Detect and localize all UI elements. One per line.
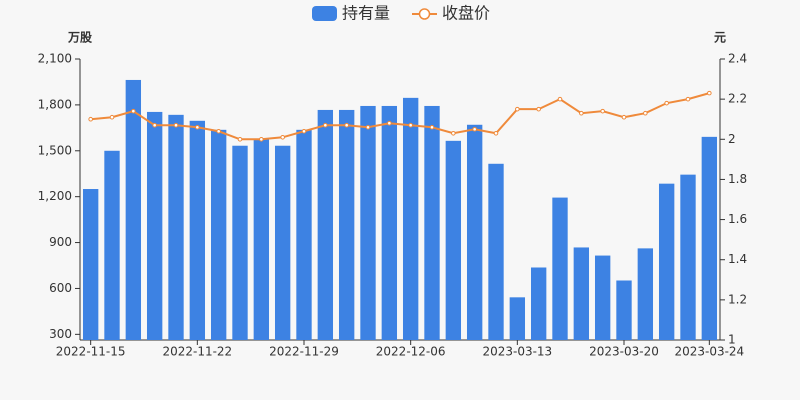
y-tick-label: 2,100 <box>38 52 72 66</box>
price-point <box>664 100 669 106</box>
price-point <box>387 120 392 126</box>
y-tick-label: 300 <box>49 327 72 341</box>
bar <box>189 120 206 340</box>
y2-tick-label: 1.6 <box>728 212 747 226</box>
y-tick-label: 1,800 <box>38 97 72 111</box>
price-point <box>152 122 157 128</box>
x-tick-label: 2022-12-06 <box>376 345 446 359</box>
bar <box>317 109 334 340</box>
bar <box>146 111 163 340</box>
price-line <box>90 92 710 141</box>
x-tick-label: 2022-11-22 <box>162 345 232 359</box>
y-tick-label: 900 <box>49 235 72 249</box>
price-point <box>685 96 691 102</box>
y2-tick-label: 2.4 <box>728 52 747 66</box>
bar <box>701 136 718 340</box>
price-point <box>707 90 712 96</box>
bar <box>594 255 611 340</box>
price-point <box>131 108 136 114</box>
bar <box>360 105 376 340</box>
price-point <box>536 106 541 112</box>
bar <box>680 174 696 340</box>
price-point <box>323 122 328 128</box>
bar <box>253 138 270 340</box>
price-point <box>173 122 179 128</box>
bar <box>338 109 355 340</box>
x-tick-label: 2022-11-29 <box>269 345 339 359</box>
bar <box>210 129 227 340</box>
x-tick-label: 2023-03-24 <box>674 345 744 359</box>
legend-label[interactable]: 持有量 <box>342 4 390 23</box>
x-tick-label: 2022-11-15 <box>56 345 126 359</box>
price-point <box>280 134 285 140</box>
y2-tick-label: 2.2 <box>728 92 747 106</box>
legend-swatch[interactable] <box>418 8 431 20</box>
bar <box>573 247 590 340</box>
y2-tick-label: 1.2 <box>728 292 747 306</box>
bar <box>552 197 568 340</box>
price-point <box>109 114 115 120</box>
bar <box>616 280 632 340</box>
price-point <box>237 136 243 142</box>
y2-axis-label: 元 <box>714 31 726 45</box>
legend-swatch[interactable] <box>312 6 337 21</box>
bar <box>274 145 291 340</box>
bar <box>637 248 654 340</box>
price-point <box>88 116 93 122</box>
bar <box>232 145 248 340</box>
price-point <box>429 124 435 130</box>
y2-tick-label: 1.8 <box>728 172 747 186</box>
y-tick-label: 1,200 <box>38 189 72 203</box>
x-tick-label: 2023-03-13 <box>482 345 552 359</box>
bar <box>509 297 526 340</box>
y2-tick-label: 1 <box>728 333 736 347</box>
y2-tick-label: 1.4 <box>728 252 747 266</box>
bar <box>488 163 504 340</box>
price-point <box>515 106 520 112</box>
bar <box>296 129 312 340</box>
bar <box>658 183 675 340</box>
bar <box>381 105 398 340</box>
bar <box>125 79 142 340</box>
price-point <box>621 114 627 120</box>
price-point <box>301 128 307 134</box>
bar <box>466 124 483 340</box>
legend-label[interactable]: 收盘价 <box>442 4 490 23</box>
price-point <box>472 126 477 132</box>
bar <box>530 267 547 340</box>
x-tick-label: 2023-03-20 <box>589 345 659 359</box>
price-point <box>493 130 499 136</box>
y-axis-label: 万股 <box>67 30 93 45</box>
price-point <box>195 124 200 130</box>
price-point <box>557 96 563 102</box>
price-point <box>451 130 456 136</box>
y-tick-label: 1,500 <box>38 143 72 157</box>
bar <box>445 140 462 340</box>
y-tick-label: 600 <box>49 281 72 295</box>
y2-tick-label: 2 <box>728 132 736 146</box>
price-point <box>579 110 584 116</box>
bar <box>424 105 440 340</box>
price-point <box>643 110 648 116</box>
price-point <box>365 124 371 130</box>
price-point <box>600 108 605 114</box>
bar <box>168 114 184 340</box>
bar <box>104 150 120 340</box>
bar <box>402 97 419 340</box>
price-point <box>259 136 264 142</box>
bar <box>82 189 99 340</box>
price-point <box>344 122 349 128</box>
price-point <box>408 122 413 128</box>
price-point <box>216 128 221 134</box>
